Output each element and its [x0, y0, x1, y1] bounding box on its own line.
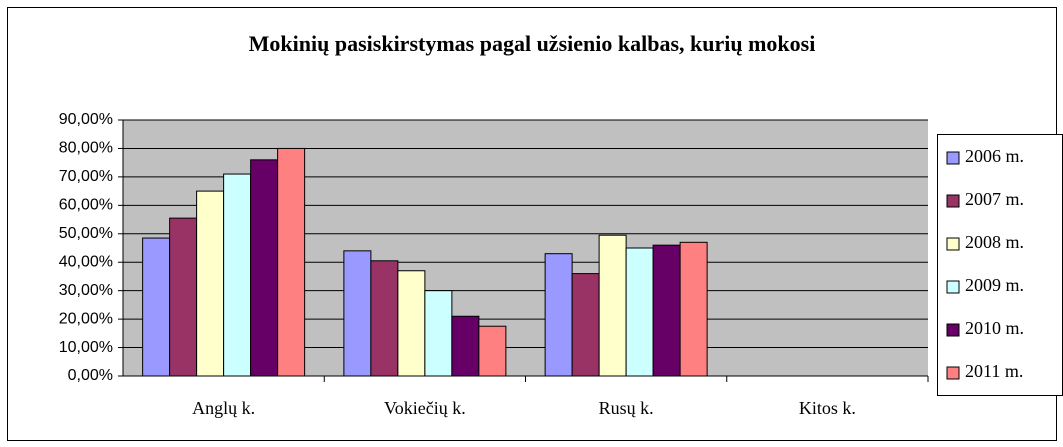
bar	[169, 217, 198, 377]
bar	[652, 244, 681, 377]
y-tick-label: 0,00%	[68, 367, 113, 384]
legend-swatch	[946, 194, 960, 208]
bar	[343, 250, 372, 377]
y-tick-label: 30,00%	[59, 282, 113, 299]
legend-label: 2007 m.	[965, 189, 1024, 209]
bar	[544, 253, 573, 377]
bar	[250, 159, 279, 377]
y-tick-label: 60,00%	[59, 197, 113, 214]
legend-label: 2009 m.	[965, 275, 1024, 295]
bar	[196, 190, 225, 377]
y-tick-label: 10,00%	[59, 339, 113, 356]
bar	[397, 270, 426, 377]
bar	[370, 260, 399, 377]
bar	[598, 234, 627, 377]
x-tick-label: Vokiečių k.	[384, 398, 466, 418]
legend-swatch	[946, 237, 960, 251]
legend-swatch	[946, 151, 960, 165]
legend-swatch	[946, 366, 960, 380]
legend-label: 2010 m.	[965, 318, 1024, 338]
x-tick-label: Rusų k.	[599, 398, 654, 418]
chart-title: Mokinių pasiskirstymas pagal užsienio ka…	[249, 31, 816, 56]
bar	[424, 290, 453, 377]
bar	[223, 173, 252, 377]
bar	[679, 241, 708, 377]
bar	[571, 273, 600, 377]
bar	[478, 325, 507, 377]
bar	[625, 247, 654, 377]
legend-label: 2011 m.	[965, 361, 1023, 381]
bar	[451, 315, 480, 377]
y-tick-label: 20,00%	[59, 310, 113, 327]
y-tick-label: 50,00%	[59, 225, 113, 242]
legend-box	[937, 134, 1063, 396]
legend-swatch	[946, 323, 960, 337]
bar	[277, 147, 306, 377]
legend-label: 2008 m.	[965, 232, 1024, 252]
legend-label: 2006 m.	[965, 146, 1024, 166]
y-tick-label: 70,00%	[59, 168, 113, 185]
bar	[142, 237, 171, 377]
legend-swatch	[946, 280, 960, 294]
y-tick-label: 40,00%	[59, 253, 113, 270]
x-tick-label: Anglų k.	[192, 398, 255, 418]
y-tick-label: 90,00%	[59, 111, 113, 128]
y-tick-label: 80,00%	[59, 140, 113, 157]
x-tick-label: Kitos k.	[799, 398, 856, 418]
